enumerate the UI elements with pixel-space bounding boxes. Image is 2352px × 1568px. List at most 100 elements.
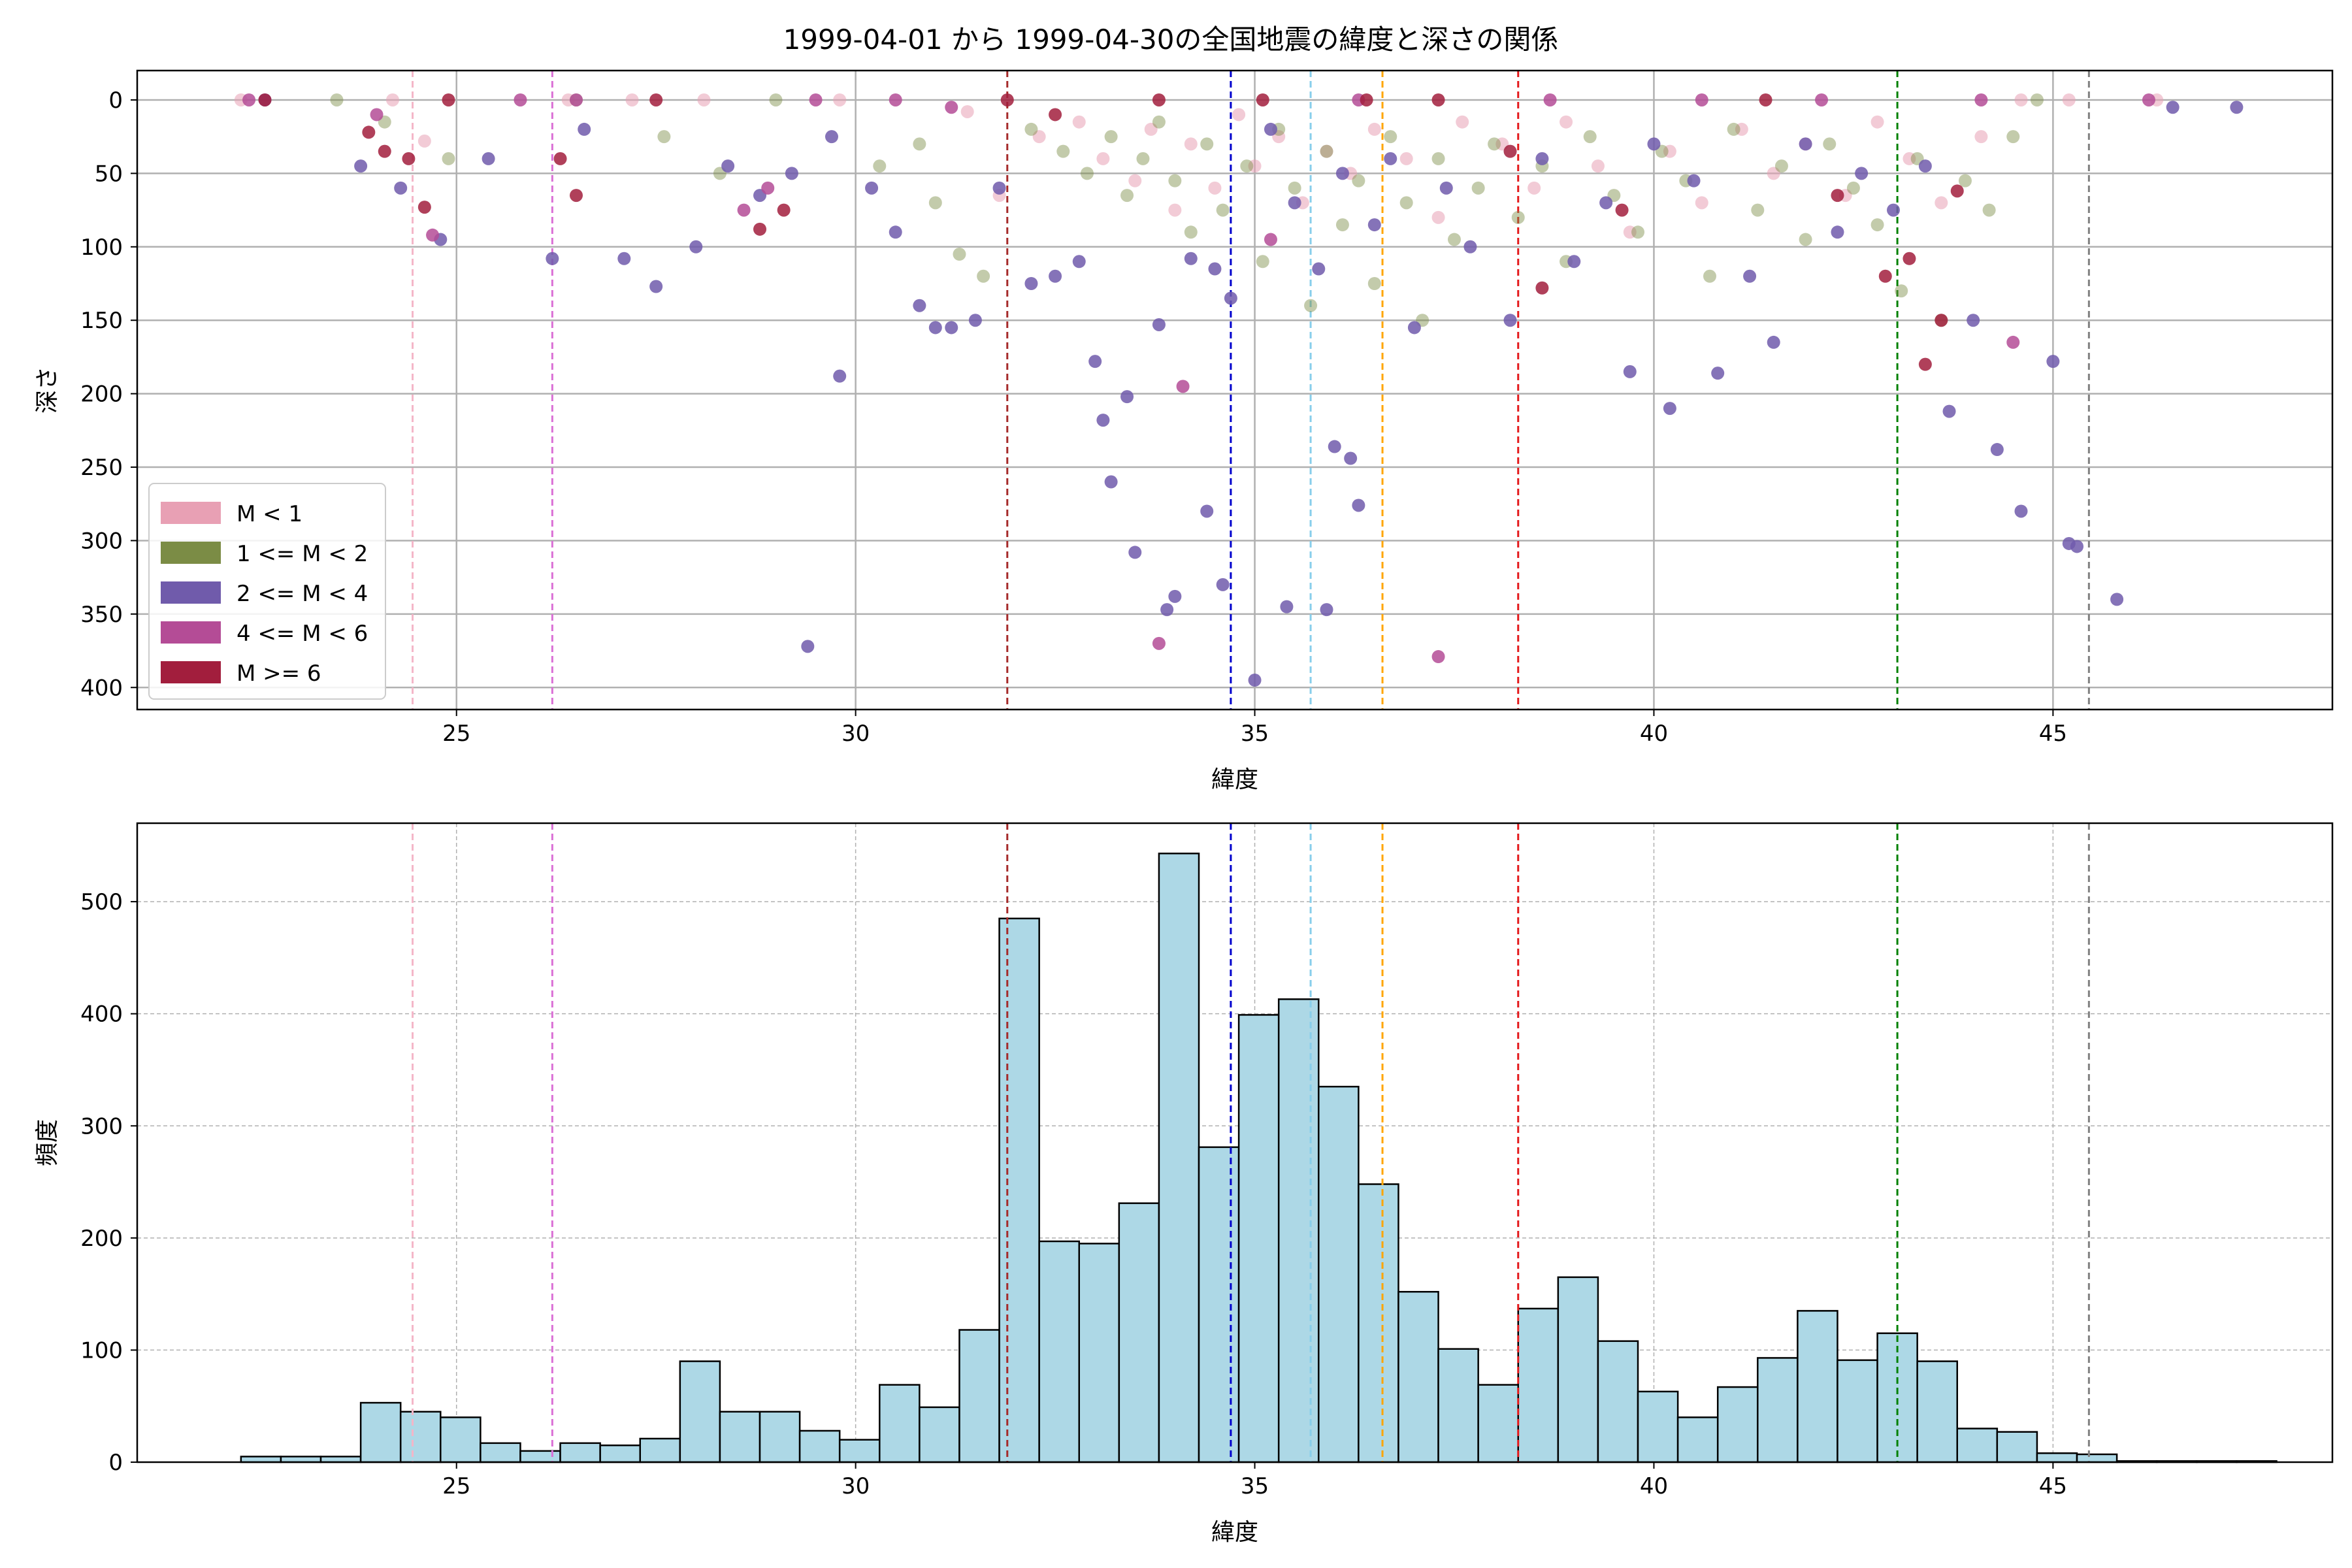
scatter-point (761, 181, 775, 195)
histogram-y-tick-label: 100 (80, 1337, 123, 1364)
histogram-bar (1277, 998, 1320, 1463)
scatter-point (777, 203, 791, 217)
scatter-point (1367, 122, 1381, 136)
histogram-bar (1038, 1240, 1080, 1463)
histogram-bar (280, 1456, 322, 1463)
scatter-point (1384, 152, 1397, 165)
histogram-bar (1397, 1290, 1439, 1463)
scatter-point (2110, 593, 2124, 606)
scatter-point (1448, 233, 1461, 246)
histogram-x-ticks: 25 30 35 40 45 (442, 1462, 2067, 1499)
histogram-y-tick-label: 500 (80, 889, 123, 915)
scatter-point (2014, 93, 2028, 106)
scatter-x-axis-label: 緯度 (1211, 766, 1258, 793)
legend-label: 2 <= M < 4 (237, 581, 368, 607)
scatter-point (737, 203, 751, 217)
histogram-bar (319, 1456, 362, 1463)
histogram-bar (519, 1450, 561, 1463)
scatter-point (1224, 291, 1237, 305)
histogram-x-tick-label: 45 (2039, 1473, 2067, 1499)
scatter-point (1072, 255, 1086, 269)
scatter-point (1208, 181, 1222, 195)
scatter-point (1687, 174, 1701, 188)
scatter-x-tick-label: 35 (1241, 721, 1269, 747)
scatter-point (1974, 130, 1988, 144)
scatter-point (1663, 402, 1676, 416)
scatter-point (1623, 365, 1637, 378)
scatter-point (2142, 93, 2155, 106)
histogram-y-tick-label: 0 (108, 1450, 123, 1476)
scatter-point (977, 269, 990, 283)
scatter-point (697, 93, 711, 106)
scatter-point (1128, 546, 1142, 559)
scatter-point (1767, 335, 1780, 349)
scatter-point (1990, 443, 2004, 457)
scatter-point (1799, 233, 1812, 246)
scatter-point (1463, 240, 1477, 253)
scatter-point (442, 93, 455, 106)
scatter-point (945, 101, 958, 114)
legend-label: M < 1 (237, 501, 302, 527)
scatter-point (960, 105, 974, 118)
scatter-point (1049, 269, 1062, 283)
histogram-bar (1437, 1348, 1479, 1463)
scatter-point (330, 93, 344, 106)
scatter-point (1152, 636, 1166, 650)
legend-swatch (161, 581, 221, 604)
scatter-point (1918, 357, 1932, 371)
histogram-x-axis-label: 緯度 (1211, 1519, 1258, 1546)
histogram-bar (1358, 1183, 1399, 1463)
scatter-point (992, 181, 1006, 195)
scatter-point (385, 93, 399, 106)
scatter-point (809, 93, 823, 106)
histogram-bar (1716, 1386, 1759, 1463)
scatter-point (2046, 355, 2060, 368)
scatter-point (570, 189, 583, 203)
scatter-y-tick-label: 200 (80, 382, 123, 408)
histogram-bar (1757, 1357, 1799, 1463)
scatter-y-tick-label: 0 (108, 88, 123, 114)
scatter-point (1152, 93, 1166, 106)
scatter-point (945, 321, 958, 335)
scatter-point (2030, 93, 2044, 106)
scatter-point (1080, 167, 1094, 180)
scatter-point (1184, 252, 1198, 265)
scatter-point (378, 144, 391, 158)
scatter-point (1950, 184, 1964, 198)
scatter-point (649, 280, 663, 293)
scatter-point (1599, 196, 1613, 210)
scatter-point (1136, 152, 1150, 165)
scatter-point (1631, 225, 1645, 239)
scatter-point (394, 181, 408, 195)
scatter-point (1958, 174, 1972, 188)
scatter-point (1352, 174, 1365, 188)
scatter-point (1320, 144, 1333, 158)
scatter-point (928, 321, 942, 335)
histogram-bar (1597, 1340, 1639, 1463)
histogram-bar (1517, 1307, 1560, 1463)
legend-swatch (161, 621, 221, 644)
scatter-point (1503, 314, 1517, 327)
legend-label: 1 <= M < 2 (237, 541, 368, 567)
legend-swatch (161, 661, 221, 683)
scatter-point (928, 196, 942, 210)
scatter-point (417, 134, 431, 148)
scatter-point (1096, 152, 1110, 165)
scatter-point (1367, 218, 1381, 232)
scatter-point (1056, 144, 1070, 158)
scatter-point (1128, 174, 1142, 188)
scatter-point (1878, 269, 1892, 283)
scatter-point (578, 122, 591, 136)
scatter-point (1535, 281, 1549, 295)
scatter-point (1168, 174, 1182, 188)
scatter-point (1583, 130, 1597, 144)
scatter-point (1543, 93, 1557, 106)
histogram-bar (1557, 1276, 1599, 1463)
scatter-point (1903, 252, 1916, 265)
scatter-point (426, 228, 440, 242)
scatter-point (689, 240, 703, 253)
scatter-point (1767, 167, 1780, 180)
histogram-bar (359, 1401, 402, 1463)
scatter-axes-frame (136, 69, 2334, 711)
